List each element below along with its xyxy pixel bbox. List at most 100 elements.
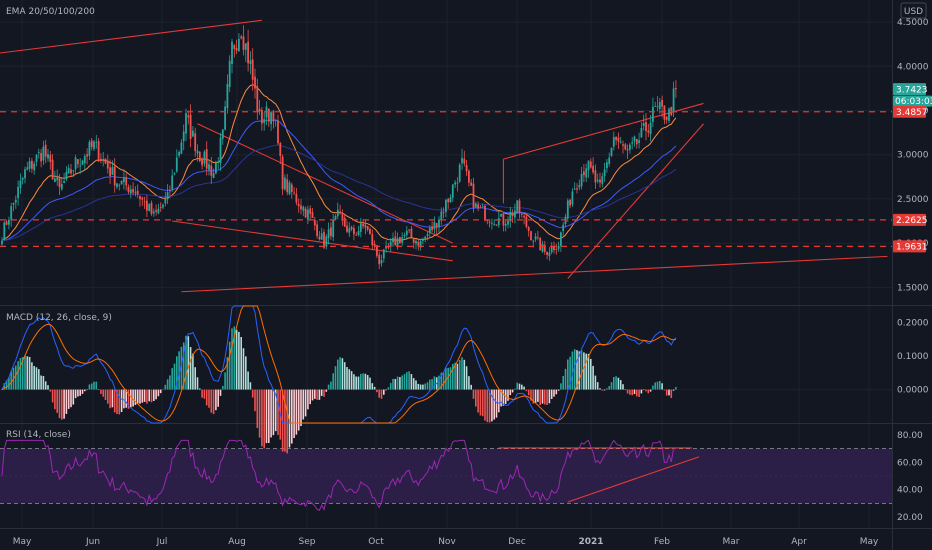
trendline-channel-bottom[interactable] (172, 220, 453, 262)
candle-body[interactable] (401, 237, 404, 243)
candle-body[interactable] (530, 231, 532, 240)
candle-body[interactable] (376, 245, 378, 256)
candle-body[interactable] (336, 209, 339, 217)
candle-body[interactable] (624, 144, 627, 150)
candle-body[interactable] (635, 139, 638, 145)
candle-body[interactable] (279, 142, 282, 156)
candle-body[interactable] (320, 233, 323, 240)
candle-body[interactable] (449, 197, 452, 203)
candle-body[interactable] (640, 127, 643, 138)
candle-body[interactable] (470, 182, 473, 186)
candle-body[interactable] (601, 176, 604, 184)
candle-body[interactable] (164, 198, 167, 204)
candle-body[interactable] (196, 150, 199, 154)
candle-body[interactable] (539, 237, 542, 251)
candle-body[interactable] (645, 121, 647, 132)
candle-body[interactable] (330, 227, 332, 237)
candle-body[interactable] (617, 137, 620, 142)
candle-body[interactable] (19, 180, 22, 188)
candle-body[interactable] (120, 180, 123, 185)
candle-body[interactable] (143, 201, 146, 203)
candle-body[interactable] (155, 210, 157, 212)
candle-body[interactable] (468, 170, 470, 183)
candle-body[interactable] (77, 159, 79, 165)
candle-body[interactable] (571, 191, 574, 205)
candle-body[interactable] (12, 202, 15, 205)
candle-body[interactable] (83, 156, 86, 164)
candle-body[interactable] (171, 175, 174, 190)
candle-body[interactable] (507, 220, 509, 225)
candle-body[interactable] (286, 179, 289, 193)
candle-body[interactable] (573, 188, 576, 190)
candle-body[interactable] (247, 41, 249, 64)
candle-body[interactable] (217, 161, 220, 163)
candle-body[interactable] (295, 193, 298, 203)
candle-body[interactable] (304, 208, 307, 218)
candle-body[interactable] (532, 240, 535, 242)
candle-body[interactable] (95, 142, 98, 144)
candle-body[interactable] (576, 188, 578, 190)
candle-body[interactable] (343, 217, 346, 227)
candle-body[interactable] (546, 252, 548, 255)
candle-body[interactable] (150, 202, 153, 214)
candle-body[interactable] (65, 171, 68, 180)
candle-body[interactable] (60, 183, 63, 190)
candle-body[interactable] (649, 122, 652, 135)
candle-body[interactable] (316, 224, 318, 237)
candle-body[interactable] (205, 149, 208, 169)
candle-body[interactable] (412, 239, 415, 243)
candle-body[interactable] (497, 218, 500, 226)
candle-body[interactable] (37, 152, 40, 154)
candle-body[interactable] (254, 76, 256, 89)
candle-body[interactable] (431, 226, 433, 231)
candle-body[interactable] (615, 136, 617, 141)
candle-body[interactable] (415, 240, 417, 244)
candle-body[interactable] (325, 236, 328, 247)
candle-body[interactable] (221, 129, 224, 139)
candle-body[interactable] (70, 169, 72, 174)
candle-body[interactable] (348, 228, 351, 233)
candle-body[interactable] (629, 144, 631, 150)
candle-body[interactable] (17, 186, 19, 199)
candle-body[interactable] (79, 165, 82, 167)
candle-body[interactable] (123, 177, 125, 183)
candle-body[interactable] (610, 147, 613, 156)
candle-body[interactable] (380, 259, 383, 264)
candle-body[interactable] (194, 133, 197, 152)
candle-body[interactable] (491, 222, 493, 224)
candle-body[interactable] (373, 243, 376, 247)
candle-body[interactable] (251, 59, 254, 80)
candle-body[interactable] (493, 223, 496, 225)
candle-body[interactable] (290, 184, 293, 192)
candle-body[interactable] (88, 142, 91, 156)
candle-body[interactable] (136, 190, 139, 195)
candle-body[interactable] (42, 146, 45, 161)
candle-body[interactable] (438, 219, 440, 228)
candle-body[interactable] (212, 173, 215, 178)
candle-body[interactable] (525, 216, 528, 227)
candle-body[interactable] (608, 157, 611, 164)
candle-body[interactable] (300, 205, 302, 210)
trendline-long-support[interactable] (181, 255, 888, 293)
candle-body[interactable] (633, 136, 636, 142)
candle-body[interactable] (488, 221, 491, 223)
candle-body[interactable] (656, 106, 659, 107)
candle-body[interactable] (284, 177, 286, 190)
candle-body[interactable] (534, 236, 537, 240)
candle-body[interactable] (369, 229, 371, 235)
candle-body[interactable] (277, 120, 279, 144)
candle-body[interactable] (327, 229, 330, 239)
candle-body[interactable] (670, 107, 673, 116)
candle-body[interactable] (465, 164, 468, 172)
candle-body[interactable] (477, 204, 479, 208)
candle-body[interactable] (518, 200, 521, 214)
candle-body[interactable] (134, 191, 137, 193)
candle-body[interactable] (148, 203, 151, 212)
candle-body[interactable] (104, 158, 107, 164)
candle-body[interactable] (385, 246, 387, 249)
candle-body[interactable] (203, 151, 206, 164)
candle-body[interactable] (215, 161, 217, 174)
candle-body[interactable] (433, 222, 436, 230)
candle-body[interactable] (553, 246, 555, 251)
